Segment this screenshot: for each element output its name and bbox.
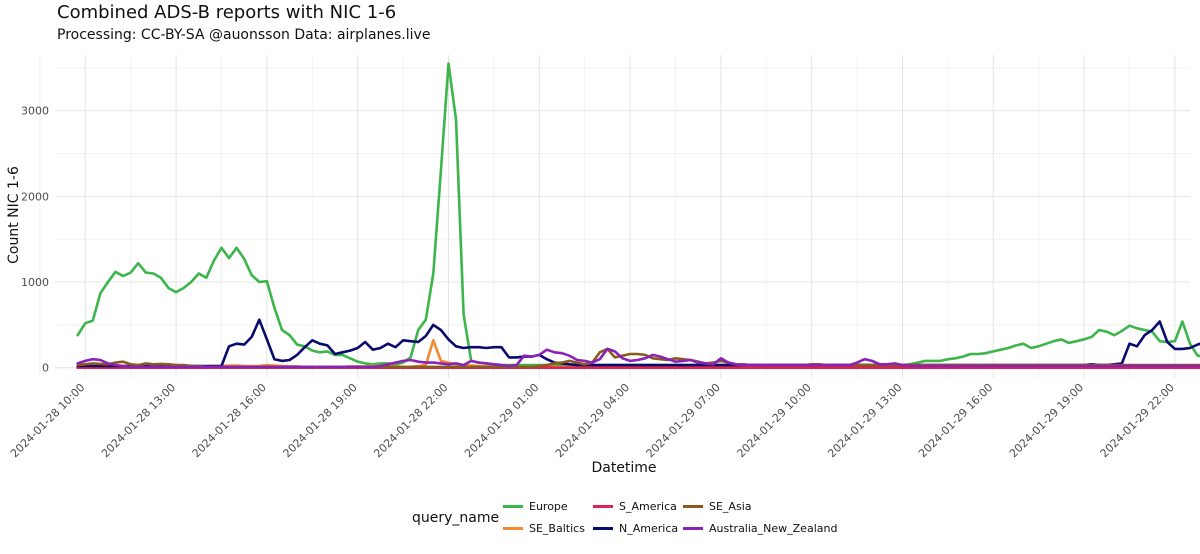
legend-key <box>503 526 523 530</box>
x-tick-label: 2024-01-28 19:00 <box>281 381 360 460</box>
grid <box>39 55 1190 378</box>
legend-label: SE_Asia <box>709 500 752 513</box>
legend-key <box>683 526 703 530</box>
x-tick-label: 2024-01-28 16:00 <box>190 381 269 460</box>
y-axis-label: Count NIC 1-6 <box>6 166 22 264</box>
legend-key <box>593 504 613 508</box>
legend-item-europe: Europe <box>503 500 568 513</box>
x-tick-label: 2024-01-29 13:00 <box>825 381 904 460</box>
legend-item-se-baltics: SE_Baltics <box>503 522 585 535</box>
series-line-australia-new-zealand <box>76 347 1200 369</box>
x-tick-label: 2024-01-29 04:00 <box>553 381 632 460</box>
y-tick-label: 2000 <box>21 190 49 203</box>
series-line-n-america <box>76 318 1200 368</box>
legend-key <box>683 504 703 508</box>
legend-label: N_America <box>619 522 679 535</box>
chart-title: Combined ADS-B reports with NIC 1-6 <box>57 2 397 23</box>
legend-key <box>593 526 613 530</box>
x-tick-label: 2024-01-29 16:00 <box>916 381 995 460</box>
series-lines <box>76 62 1200 370</box>
x-tick-label: 2024-01-29 01:00 <box>462 381 541 460</box>
legend-item-se-asia: SE_Asia <box>683 500 752 513</box>
y-tick-label: 1000 <box>21 276 49 289</box>
series-line-europe <box>76 62 1200 367</box>
x-tick-label: 2024-01-29 10:00 <box>735 381 814 460</box>
legend-label: SE_Baltics <box>529 522 585 535</box>
x-tick-label: 2024-01-28 13:00 <box>99 381 178 460</box>
legend-label: S_America <box>619 500 677 513</box>
x-tick-label: 2024-01-28 22:00 <box>371 381 450 460</box>
legend-key <box>503 504 523 508</box>
x-axis-label: Datetime <box>591 460 656 476</box>
x-tick-label: 2024-01-28 10:00 <box>8 381 87 460</box>
legend-label: Australia_New_Zealand <box>709 522 838 535</box>
legend-title: query_name <box>412 510 500 526</box>
legend-item-n-america: N_America <box>593 522 678 535</box>
y-tick-label: 0 <box>42 362 49 375</box>
legend-item-australia-new-zealand: Australia_New_Zealand <box>683 522 837 535</box>
y-tick-label: 3000 <box>21 105 49 118</box>
x-tick-label: 2024-01-29 19:00 <box>1007 381 1086 460</box>
legend-item-s-america: S_America <box>593 500 677 513</box>
y-axis-ticks: 0 1000 2000 3000 <box>21 105 49 375</box>
x-tick-label: 2024-01-29 22:00 <box>1098 381 1177 460</box>
chart-subtitle: Processing: CC-BY-SA @auonsson Data: air… <box>57 27 431 43</box>
x-axis-ticks: 2024-01-28 10:00 2024-01-28 13:00 2024-01-… <box>8 381 1177 460</box>
legend-label: Europe <box>529 500 568 513</box>
x-tick-label: 2024-01-29 07:00 <box>644 381 723 460</box>
